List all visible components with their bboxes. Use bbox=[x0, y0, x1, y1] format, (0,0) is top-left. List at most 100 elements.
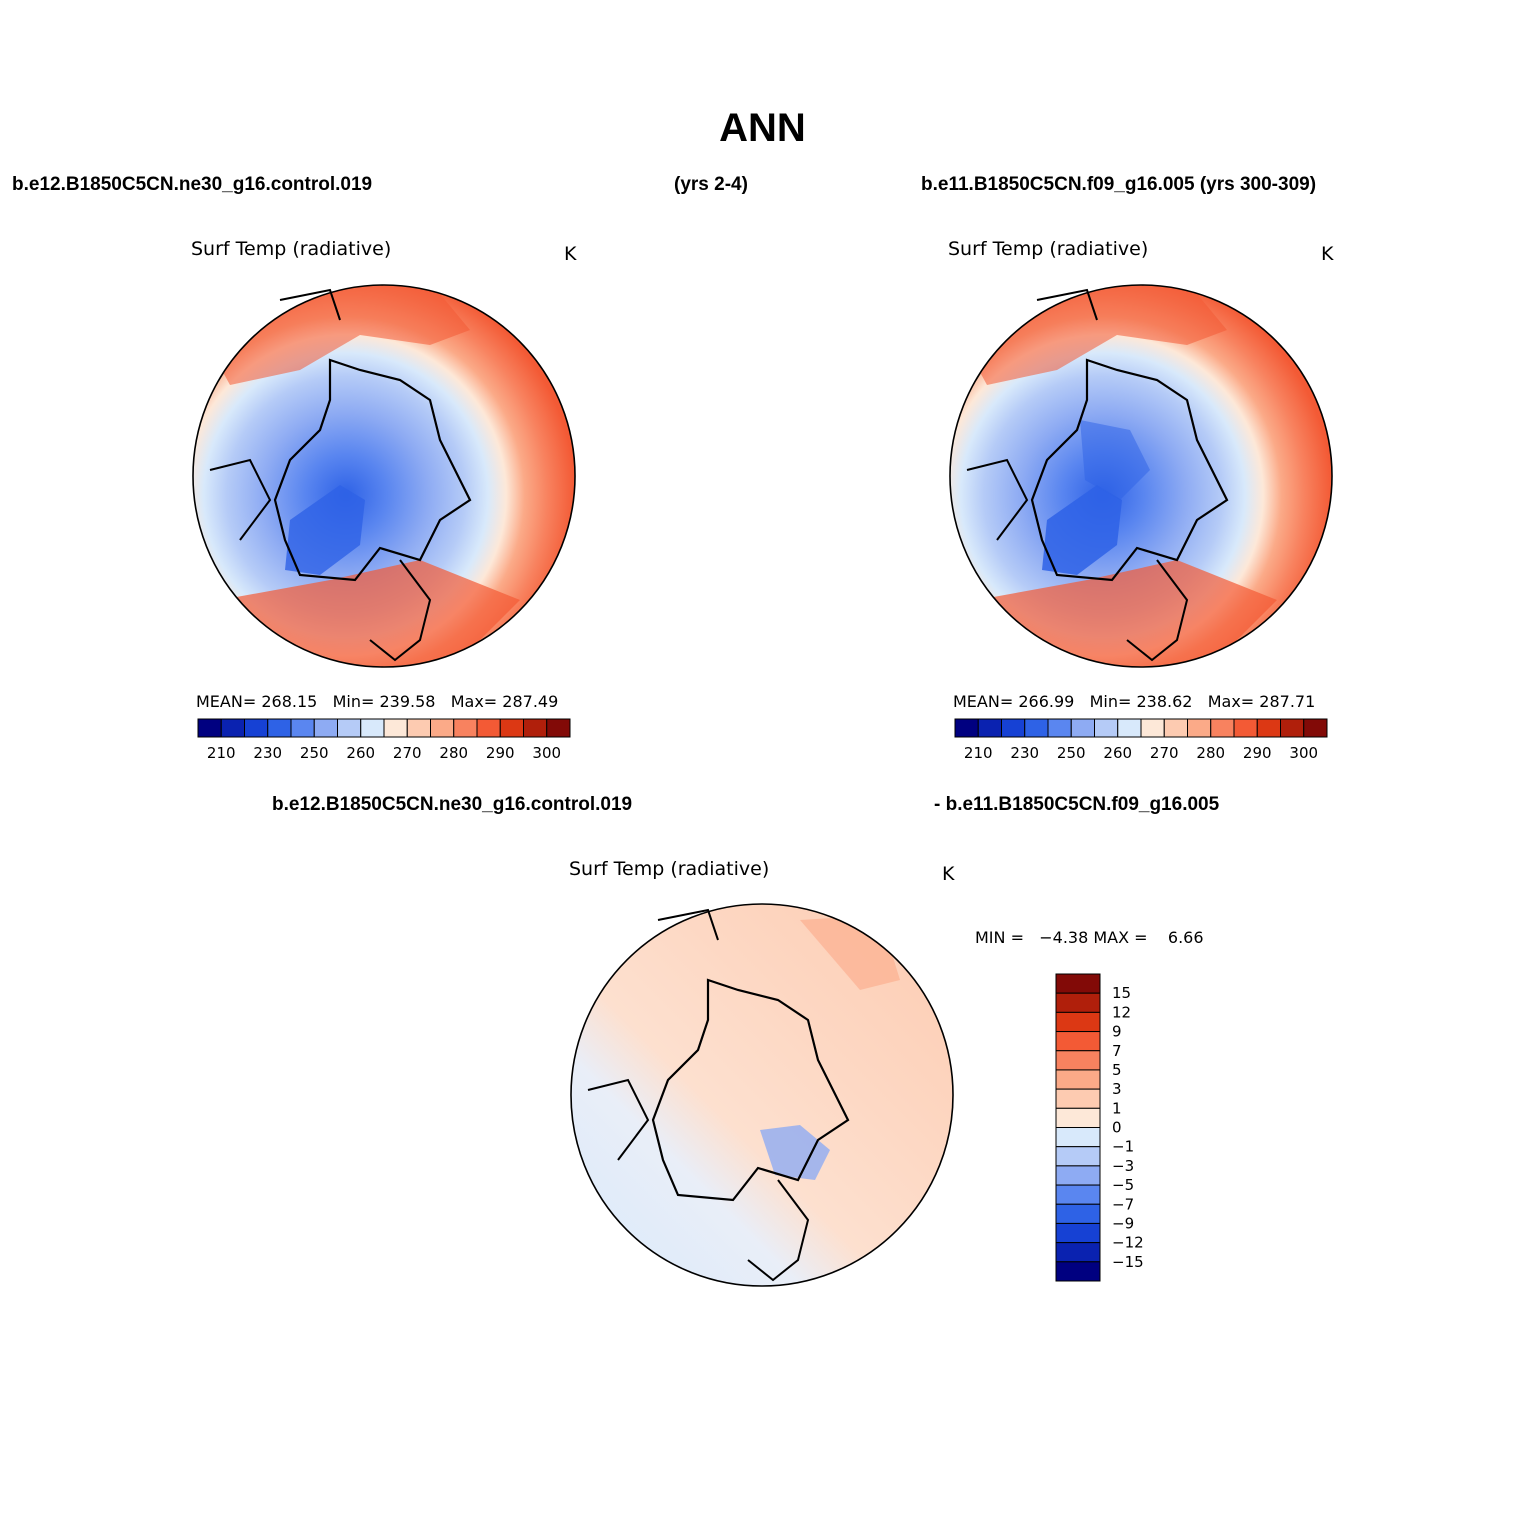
colorbar-2-swatch-8 bbox=[1140, 718, 1165, 738]
colorbar-2-swatch-15 bbox=[1303, 718, 1328, 738]
colorbar-3-tick-2: 9 bbox=[1112, 1023, 1122, 1041]
colorbar-3-swatch-6 bbox=[1055, 1088, 1101, 1109]
map1-greenland-cold bbox=[285, 485, 365, 575]
colorbar-3-tick-0: 15 bbox=[1112, 984, 1131, 1002]
plot2-mean: 266.99 bbox=[1018, 692, 1075, 711]
colorbar-3-tick-14: −15 bbox=[1112, 1253, 1144, 1271]
colorbar-1-swatch-13 bbox=[499, 718, 524, 738]
plot2-max-label: Max= bbox=[1207, 692, 1255, 711]
map2-border bbox=[949, 284, 1333, 668]
colorbar-2-swatch-5 bbox=[1070, 718, 1095, 738]
colorbar-3-tick-8: −1 bbox=[1112, 1138, 1134, 1156]
colorbar-3-swatch-4 bbox=[1055, 1050, 1101, 1071]
colorbar-3-swatch-15 bbox=[1055, 1261, 1101, 1282]
colorbar-2-swatch-6 bbox=[1094, 718, 1119, 738]
colorbar-1-tick-4: 270 bbox=[393, 744, 422, 762]
colorbar-2-swatch-2 bbox=[1001, 718, 1026, 738]
map3-cold-anomaly bbox=[760, 1125, 830, 1180]
plot1-max: 287.49 bbox=[502, 692, 559, 711]
colorbar-3-tick-3: 7 bbox=[1112, 1042, 1122, 1060]
colorbar-1-swatch-2 bbox=[244, 718, 269, 738]
colorbar-3-swatch-9 bbox=[1055, 1146, 1101, 1167]
colorbar-2-swatch-7 bbox=[1117, 718, 1142, 738]
colorbar-3-swatch-3 bbox=[1055, 1031, 1101, 1052]
colorbar-2-tick-1: 230 bbox=[1010, 744, 1039, 762]
colorbar-2: 210 230 250 260 270 280 290 300 bbox=[954, 718, 1328, 762]
map1-group bbox=[192, 284, 576, 668]
colorbar-3-tick-7: 0 bbox=[1112, 1119, 1122, 1137]
map2-coastline bbox=[1030, 358, 1229, 582]
colorbar-2-swatch-1 bbox=[977, 718, 1002, 738]
diff-case2-label: - b.e11.B1850C5CN.f09_g16.005 bbox=[934, 794, 1220, 815]
map2-greenland-cold bbox=[1042, 485, 1122, 575]
colorbar-3-swatch-12 bbox=[1055, 1203, 1101, 1224]
colorbar-3-tick-13: −12 bbox=[1112, 1234, 1144, 1252]
colorbar-3-swatch-5 bbox=[1055, 1069, 1101, 1090]
colorbar-1-tick-1: 230 bbox=[253, 744, 282, 762]
map3-field bbox=[571, 904, 953, 1286]
colorbar-3-tick-11: −7 bbox=[1112, 1195, 1134, 1213]
colorbar-1: 210 230 250 260 270 280 290 300 bbox=[197, 718, 571, 762]
colorbar-3-swatch-2 bbox=[1055, 1011, 1101, 1033]
colorbar-3-swatch-1 bbox=[1055, 992, 1101, 1013]
colorbar-1-tick-5: 280 bbox=[439, 744, 468, 762]
colorbar-1-tick-3: 260 bbox=[346, 744, 375, 762]
colorbar-3-tick-1: 12 bbox=[1112, 1003, 1131, 1021]
colorbar-1-swatch-14 bbox=[523, 718, 548, 738]
colorbar-1-tick-0: 210 bbox=[207, 744, 236, 762]
plot1-mean: 268.15 bbox=[261, 692, 318, 711]
colorbar-2-swatch-9 bbox=[1163, 718, 1188, 738]
colorbar-3-swatch-14 bbox=[1055, 1242, 1101, 1263]
colorbar-3-tick-12: −9 bbox=[1112, 1214, 1134, 1232]
colorbar-2-swatch-4 bbox=[1047, 718, 1072, 738]
map3-coastline bbox=[651, 978, 850, 1202]
map3-coastline-2 bbox=[587, 908, 810, 1282]
colorbar-2-tick-7: 300 bbox=[1289, 744, 1318, 762]
colorbar-3-tick-6: 1 bbox=[1112, 1099, 1122, 1117]
colorbar-2-swatch-13 bbox=[1256, 718, 1281, 738]
plot3-minmax: MIN = −4.38 MAX = 6.66 bbox=[975, 928, 1204, 947]
years1-label: (yrs 2-4) bbox=[674, 174, 748, 195]
map1-coastline bbox=[273, 358, 472, 582]
colorbar-2-tick-2: 250 bbox=[1057, 744, 1086, 762]
colorbar-1-swatch-5 bbox=[313, 718, 338, 738]
map2-group bbox=[949, 284, 1333, 668]
colorbar-3-tick-4: 5 bbox=[1112, 1061, 1122, 1079]
colorbar-2-tick-4: 270 bbox=[1150, 744, 1179, 762]
plot1-min: 239.58 bbox=[379, 692, 436, 711]
colorbar-2-tick-5: 280 bbox=[1196, 744, 1225, 762]
colorbar-1-swatch-1 bbox=[220, 718, 245, 738]
plot1-units: K bbox=[564, 243, 577, 265]
plot2-units: K bbox=[1321, 243, 1334, 265]
map1-border bbox=[192, 284, 576, 668]
colorbar-3-swatch-0 bbox=[1055, 973, 1101, 994]
colorbar-1-swatch-11 bbox=[453, 718, 478, 738]
plot1-max-label: Max= bbox=[450, 692, 498, 711]
colorbar-3-tick-10: −5 bbox=[1112, 1176, 1134, 1194]
colorbar-3-swatch-13 bbox=[1055, 1222, 1101, 1244]
colorbar-3-swatch-7 bbox=[1055, 1107, 1101, 1128]
colorbar-1-swatch-12 bbox=[476, 718, 501, 738]
colorbar-2-tick-6: 290 bbox=[1243, 744, 1272, 762]
colorbar-2-swatch-3 bbox=[1024, 718, 1049, 738]
plot1-min-label: Min= bbox=[332, 692, 375, 711]
plot1-title: Surf Temp (radiative) bbox=[191, 238, 392, 260]
plot1-stats: MEAN= 268.15 Min= 239.58 Max= 287.49 bbox=[196, 692, 558, 711]
map1-field bbox=[193, 285, 575, 667]
case2-label: b.e11.B1850C5CN.f09_g16.005 (yrs 300-309… bbox=[921, 174, 1317, 195]
colorbar-2-swatch-12 bbox=[1233, 718, 1258, 738]
colorbar-2-swatch-14 bbox=[1280, 718, 1305, 738]
colorbar-3-swatch-11 bbox=[1055, 1184, 1101, 1205]
colorbar-1-swatch-15 bbox=[546, 718, 571, 738]
colorbar-1-tick-6: 290 bbox=[486, 744, 515, 762]
colorbar-2-swatch-11 bbox=[1210, 718, 1235, 738]
plot1-mean-label: MEAN= bbox=[196, 692, 257, 711]
colorbar-2-tick-3: 260 bbox=[1103, 744, 1132, 762]
colorbar-1-tick-2: 250 bbox=[300, 744, 329, 762]
plot3-title: Surf Temp (radiative) bbox=[569, 858, 770, 880]
case1-label: b.e12.B1850C5CN.ne30_g16.control.019 bbox=[12, 174, 373, 195]
colorbar-1-swatch-0 bbox=[197, 718, 222, 738]
colorbar-1-tick-7: 300 bbox=[532, 744, 561, 762]
